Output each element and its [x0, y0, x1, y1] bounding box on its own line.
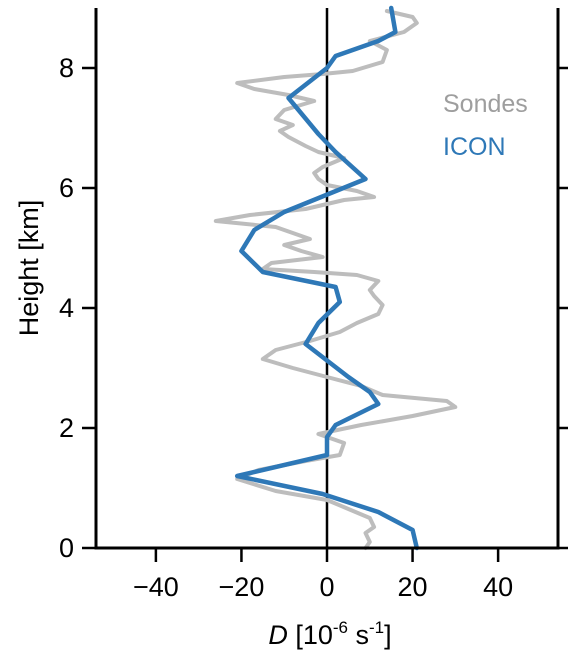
legend-icon: ICON — [443, 133, 506, 161]
x-axis-unit-mid: s — [348, 620, 369, 650]
x-axis-unit-exp1: -6 — [333, 618, 348, 637]
x-tick-label: 0 — [319, 572, 334, 602]
legend-sondes: Sondes — [443, 90, 528, 118]
y-tick-label: 4 — [59, 293, 74, 323]
y-tick-label: 8 — [59, 53, 74, 83]
x-axis-title: D [10-6 s-1] — [268, 618, 391, 650]
y-axis-title: Height [km] — [14, 200, 44, 337]
x-tick-label: 20 — [398, 572, 428, 602]
ticks-layer: 0 2 4 6 8 −40 −20 0 20 40 — [59, 53, 568, 602]
x-tick-label: −20 — [219, 572, 265, 602]
x-tick-label: −40 — [133, 572, 179, 602]
y-tick-label: 0 — [59, 533, 74, 563]
x-axis-unit-open: [10 — [288, 620, 333, 650]
x-axis-unit-close: ] — [384, 620, 392, 650]
y-tick-label: 6 — [59, 173, 74, 203]
x-tick-label: 40 — [483, 572, 513, 602]
series-layer — [213, 5, 458, 551]
x-axis-variable: D — [268, 620, 288, 650]
y-tick-label: 2 — [59, 413, 74, 443]
x-axis-unit-exp2: -1 — [369, 618, 384, 637]
series-line-sondes — [213, 9, 458, 550]
series-line-icon — [234, 5, 420, 551]
